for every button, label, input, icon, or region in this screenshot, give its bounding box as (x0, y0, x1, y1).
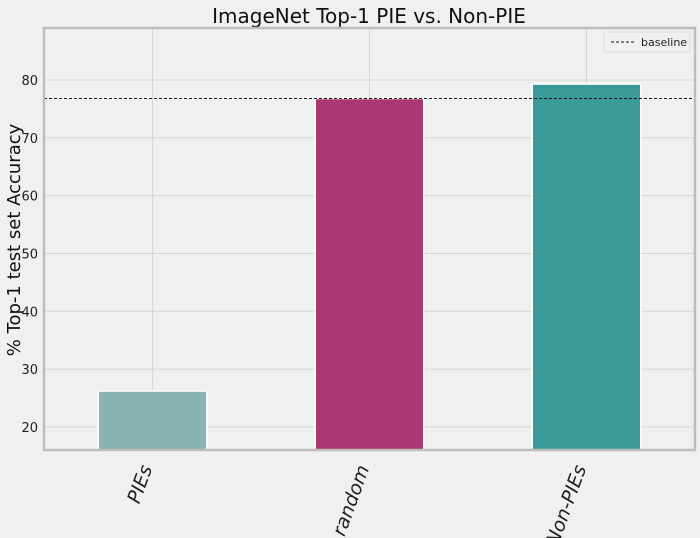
y-tick-label: 60 (21, 190, 38, 205)
y-tick-label: 50 (21, 247, 38, 262)
y-tick-label: 40 (21, 305, 38, 320)
legend-box (603, 31, 691, 53)
plot-frame (42, 26, 697, 452)
chart-title: ImageNet Top-1 PIE vs. Non-PIE (212, 4, 526, 28)
bars (97, 83, 642, 451)
y-tick-labels: 20 30 40 50 60 70 80 (21, 74, 38, 436)
bar-non-pies (531, 83, 642, 451)
y-axis-label: % Top-1 test set Accuracy (4, 123, 25, 356)
bar-pies (97, 390, 208, 451)
y-tick-label: 20 (21, 421, 38, 436)
y-tick-label: 30 (21, 363, 38, 378)
y-tick-label: 70 (21, 132, 38, 147)
legend: baseline (603, 31, 691, 53)
legend-baseline-label: baseline (641, 36, 687, 49)
bar-random (314, 97, 425, 451)
y-tick-label: 80 (21, 74, 38, 89)
